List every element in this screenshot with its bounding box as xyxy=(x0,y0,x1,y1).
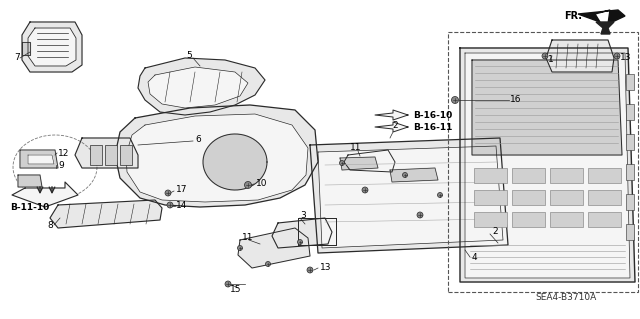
Text: 16: 16 xyxy=(510,95,522,105)
Circle shape xyxy=(298,240,303,244)
Bar xyxy=(550,212,583,227)
Text: B-16-11: B-16-11 xyxy=(413,122,452,131)
Bar xyxy=(626,104,634,120)
Bar xyxy=(626,134,634,150)
Text: 2: 2 xyxy=(492,227,498,236)
Text: 15: 15 xyxy=(230,285,241,293)
Text: 2: 2 xyxy=(392,121,397,130)
Polygon shape xyxy=(546,40,614,72)
Text: 1: 1 xyxy=(548,56,554,64)
Polygon shape xyxy=(138,58,265,115)
Polygon shape xyxy=(465,53,630,278)
Polygon shape xyxy=(375,122,408,132)
Polygon shape xyxy=(272,218,332,248)
Bar xyxy=(474,168,507,183)
Polygon shape xyxy=(22,42,30,55)
Bar xyxy=(474,190,507,205)
Circle shape xyxy=(237,246,243,250)
Text: 4: 4 xyxy=(472,254,477,263)
Polygon shape xyxy=(126,114,308,202)
Polygon shape xyxy=(340,157,378,170)
Bar xyxy=(474,212,507,227)
Polygon shape xyxy=(460,48,635,282)
Text: 11: 11 xyxy=(350,144,362,152)
Text: 12: 12 xyxy=(58,149,69,158)
Text: 17: 17 xyxy=(176,186,188,195)
Polygon shape xyxy=(148,67,248,108)
Polygon shape xyxy=(28,28,76,66)
Polygon shape xyxy=(310,138,508,253)
Circle shape xyxy=(542,53,548,59)
Text: 9: 9 xyxy=(58,160,64,169)
Polygon shape xyxy=(375,110,408,120)
Text: FR.: FR. xyxy=(564,11,582,21)
Text: 11: 11 xyxy=(242,234,253,242)
Polygon shape xyxy=(18,175,42,187)
Circle shape xyxy=(403,173,408,177)
Polygon shape xyxy=(390,168,438,182)
Polygon shape xyxy=(20,150,58,168)
Bar xyxy=(626,194,634,210)
Text: 6: 6 xyxy=(195,136,201,145)
Text: 7: 7 xyxy=(14,54,20,63)
Polygon shape xyxy=(344,150,395,172)
Circle shape xyxy=(451,97,458,103)
Bar xyxy=(588,212,621,227)
Bar xyxy=(588,190,621,205)
Bar xyxy=(588,168,621,183)
Text: 13: 13 xyxy=(320,263,332,272)
Bar xyxy=(626,164,634,180)
Text: 5: 5 xyxy=(186,50,192,60)
Text: 10: 10 xyxy=(256,179,268,188)
Text: 3: 3 xyxy=(300,211,306,219)
Bar xyxy=(512,168,545,183)
Circle shape xyxy=(165,190,171,196)
Circle shape xyxy=(417,212,423,218)
Bar xyxy=(448,32,638,292)
Circle shape xyxy=(167,202,173,208)
Circle shape xyxy=(614,53,620,59)
Polygon shape xyxy=(203,134,267,190)
Circle shape xyxy=(225,281,231,287)
Circle shape xyxy=(339,160,344,166)
Polygon shape xyxy=(318,146,503,248)
Bar xyxy=(512,190,545,205)
Text: 13: 13 xyxy=(620,54,632,63)
Polygon shape xyxy=(50,200,162,228)
Bar xyxy=(550,168,583,183)
Bar xyxy=(512,212,545,227)
Polygon shape xyxy=(28,155,54,164)
Circle shape xyxy=(244,182,252,189)
Bar xyxy=(626,74,634,90)
Bar xyxy=(90,145,102,165)
Bar xyxy=(626,224,634,240)
Polygon shape xyxy=(12,182,78,207)
Polygon shape xyxy=(472,60,622,155)
Circle shape xyxy=(266,262,271,266)
Circle shape xyxy=(438,192,442,197)
Polygon shape xyxy=(596,22,614,34)
Bar xyxy=(120,145,132,165)
Polygon shape xyxy=(238,228,310,268)
Bar xyxy=(550,190,583,205)
Text: B-11-10: B-11-10 xyxy=(10,204,49,212)
Text: B-16-10: B-16-10 xyxy=(413,110,452,120)
Polygon shape xyxy=(22,22,82,72)
Text: 14: 14 xyxy=(176,202,188,211)
Text: 8: 8 xyxy=(47,220,52,229)
Polygon shape xyxy=(115,105,318,207)
Circle shape xyxy=(362,187,368,193)
Polygon shape xyxy=(75,138,138,168)
Bar xyxy=(105,145,117,165)
Polygon shape xyxy=(578,10,625,24)
Text: SEA4-B3710A: SEA4-B3710A xyxy=(535,293,596,302)
Circle shape xyxy=(307,267,313,273)
